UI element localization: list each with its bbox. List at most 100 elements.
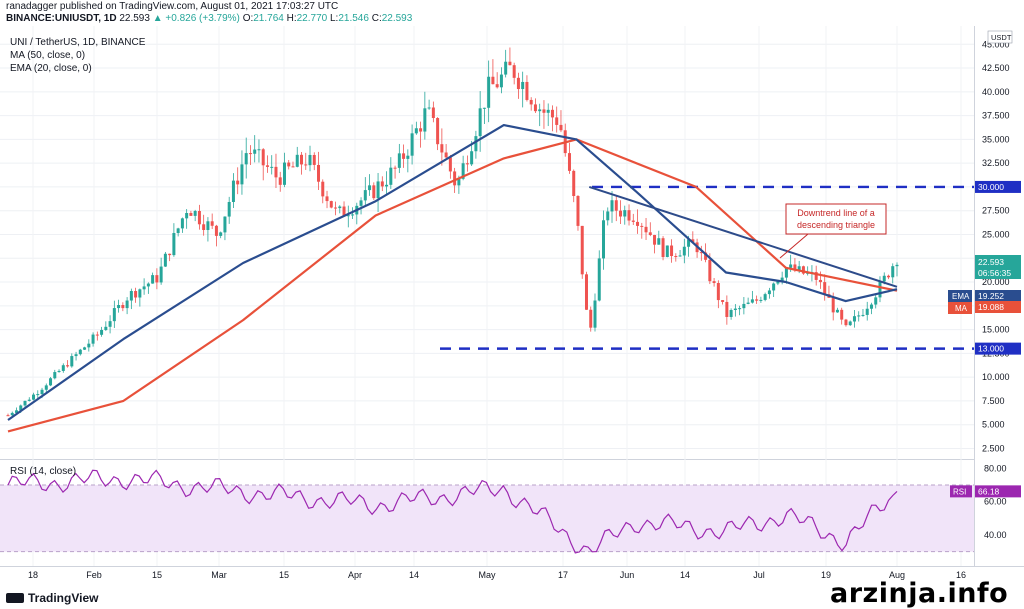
candle-body — [155, 275, 159, 283]
candle-body — [112, 308, 116, 322]
candle-body — [597, 258, 601, 301]
candle-body — [231, 180, 235, 202]
currency-box — [987, 30, 1013, 44]
price-change: ▲ +0.826 (+3.79%) — [152, 13, 240, 24]
resistance-tag-bg — [975, 180, 1021, 193]
candle-body — [708, 259, 712, 282]
currency-label: USDT — [991, 33, 1012, 42]
candle-body — [419, 128, 423, 132]
candle-body — [44, 385, 48, 390]
candle-body — [465, 163, 469, 165]
low-value: 21.546 — [338, 13, 369, 24]
price-chart[interactable]: 2.5005.0007.50010.00012.50015.00017.5002… — [0, 26, 1024, 582]
watermark: arzinja.info — [830, 578, 1009, 609]
price-tick-label: 2.500 — [982, 443, 1005, 453]
ema-line — [7, 124, 898, 421]
candle-body — [27, 399, 31, 401]
candle-body — [329, 201, 333, 208]
candle-body — [359, 200, 363, 206]
tradingview-logo-icon — [6, 593, 24, 603]
close-value: 22.593 — [381, 13, 413, 24]
support-tag: 13.000 — [978, 344, 1004, 354]
candle-body — [712, 281, 716, 284]
candle-body — [91, 334, 95, 344]
rsi-value-tag: 66.18 — [978, 486, 1000, 496]
candle-body — [699, 252, 703, 254]
candle-body — [189, 212, 193, 216]
candle-body — [857, 315, 861, 317]
candle-body — [529, 99, 533, 105]
candle-body — [312, 154, 316, 165]
candle-body — [687, 239, 691, 247]
candle-body — [580, 225, 584, 275]
candle-body — [491, 76, 495, 85]
candle-body — [334, 207, 338, 209]
candle-body — [431, 107, 435, 119]
price-tick-label: 32.500 — [982, 158, 1010, 168]
time-tick-label: 14 — [409, 570, 419, 580]
candle-body — [117, 305, 121, 309]
candle-body — [219, 232, 223, 236]
rsi-label-bg — [950, 485, 972, 498]
price-tick-label: 37.500 — [982, 111, 1010, 121]
price-tick-label: 27.500 — [982, 206, 1010, 216]
candle-body — [495, 84, 499, 88]
price-tick-label: 15.000 — [982, 325, 1010, 335]
candle-body — [70, 356, 74, 367]
candle-body — [589, 309, 593, 328]
candle-body — [74, 354, 78, 357]
candle-body — [750, 299, 754, 303]
candle-body — [223, 216, 227, 233]
candle-body — [363, 190, 367, 201]
candle-body — [436, 118, 440, 145]
candle-body — [801, 266, 805, 274]
price-tick-label: 7.500 — [982, 396, 1005, 406]
candle-body — [244, 153, 248, 165]
candle-body — [427, 107, 431, 109]
candle-body — [848, 321, 852, 326]
candle-body — [351, 214, 355, 216]
candle-body — [193, 211, 197, 216]
candle-body — [619, 210, 623, 217]
candle-body — [423, 108, 427, 132]
time-tick-label: 15 — [152, 570, 162, 580]
candle-body — [661, 238, 665, 258]
candle-body — [397, 153, 401, 168]
candle-body — [19, 405, 23, 411]
candle-body — [797, 266, 801, 271]
candle-body — [368, 185, 372, 191]
candle-body — [653, 235, 657, 245]
candle-body — [10, 412, 14, 416]
candle-body — [57, 370, 61, 373]
ma-label: MA — [955, 304, 968, 313]
candle-body — [865, 308, 869, 315]
candle-body — [733, 308, 737, 311]
rsi-tick-label: 40.00 — [984, 530, 1007, 540]
candle-body — [346, 215, 350, 217]
time-tick-label: Feb — [86, 570, 102, 580]
brand-label: TradingView — [28, 591, 99, 605]
price-tick-label: 40.000 — [982, 87, 1010, 97]
candle-body — [895, 264, 899, 267]
last-price: 22.593 — [119, 13, 150, 24]
tradingview-logo[interactable]: TradingView — [6, 591, 98, 605]
annotation-pointer — [779, 233, 809, 259]
support-tag-bg — [975, 342, 1021, 355]
candle-body — [257, 149, 261, 151]
rsi-band — [0, 485, 974, 552]
time-tick-label: 15 — [279, 570, 289, 580]
candle-body — [448, 157, 452, 172]
candle-body — [159, 266, 163, 283]
candle-body — [572, 170, 576, 196]
candle-body — [151, 275, 155, 284]
candle-body — [410, 133, 414, 156]
candle-body — [550, 109, 554, 118]
candle-body — [95, 334, 99, 336]
candle-body — [721, 300, 725, 302]
price-tick-label: 25.000 — [982, 229, 1010, 239]
candle-body — [767, 290, 771, 295]
candle-body — [227, 201, 231, 217]
rsi-value-tag-bg — [975, 485, 1021, 498]
candle-body — [576, 195, 580, 226]
candle-body — [759, 299, 763, 301]
